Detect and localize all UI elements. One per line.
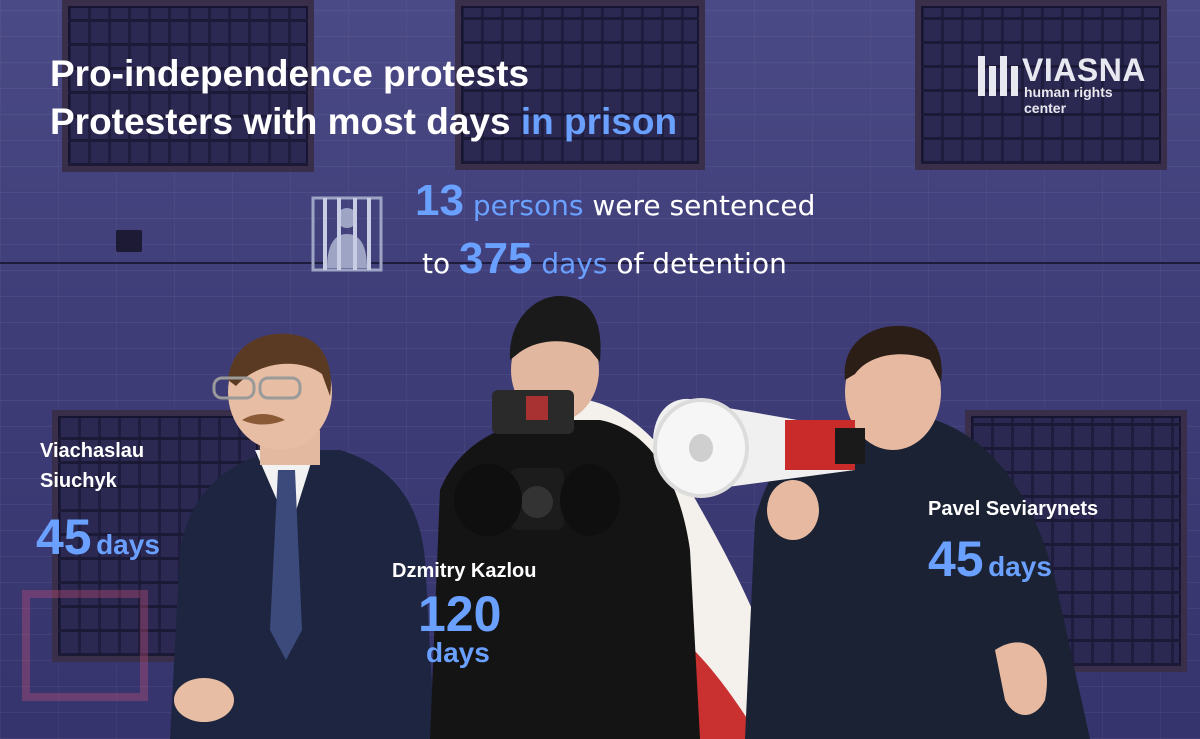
- stat-days-word: days: [541, 247, 608, 280]
- person-days-seviarynets-count: 45: [928, 531, 984, 587]
- logo-subtitle: human rights center: [1024, 84, 1113, 116]
- prison-window: [455, 0, 705, 170]
- person-photo-seviarynets: [652, 325, 1090, 739]
- headline-line-2: Protesters with most days in prison: [50, 98, 677, 146]
- person-days-kazlou-count: 120: [418, 586, 502, 642]
- person-days-seviarynets: 45 days: [928, 530, 1052, 588]
- stat-days-text: of detention: [616, 247, 787, 280]
- headline-line-2-main: Protesters with most days: [50, 101, 511, 142]
- wall-lamp: [116, 230, 142, 252]
- stat-days: to 375 days of detention: [422, 234, 787, 284]
- headline-line-2-accent: in prison: [520, 101, 678, 142]
- person-name-siuchyk-line-2: Siuchyk: [40, 470, 117, 492]
- stat-persons-word: persons: [472, 189, 584, 222]
- person-days-kazlou-unit: days: [426, 637, 490, 668]
- viasna-logo-icon: [978, 56, 1018, 96]
- person-days-siuchyk-count: 45: [36, 509, 92, 565]
- stat-days-count: 375: [459, 234, 533, 283]
- stat-persons-count: 13: [415, 176, 464, 225]
- person-behind-bars-icon: [311, 196, 383, 272]
- person-days-siuchyk: 45 days: [36, 508, 160, 566]
- headline-line-1: Pro-independence protests: [50, 53, 530, 94]
- prison-window: [915, 0, 1167, 170]
- person-name-seviarynets: Pavel Seviarynets: [928, 498, 1099, 520]
- person-days-kazlou: 120 days: [418, 586, 502, 668]
- person-photo-siuchyk: [170, 333, 435, 739]
- wall-wire: [0, 262, 1200, 264]
- viasna-logo: VIASNA human rights center: [978, 52, 1158, 116]
- stat-to-word: to: [422, 247, 451, 280]
- person-name-siuchyk-line-1: Viachaslau: [40, 440, 145, 462]
- person-days-siuchyk-unit: days: [96, 529, 160, 560]
- stat-persons: 13 persons were sentenced: [415, 176, 815, 226]
- person-days-seviarynets-unit: days: [988, 551, 1052, 582]
- stat-persons-text: were sentenced: [592, 189, 816, 222]
- person-name-kazlou: Dzmitry Kazlou: [392, 560, 537, 582]
- person-photo-kazlou: [430, 295, 790, 739]
- headline: Pro-independence protests Protesters wit…: [50, 50, 677, 146]
- prison-window: [62, 0, 314, 172]
- person-name-siuchyk: Viachaslau Siuchyk: [40, 436, 144, 496]
- wall-graffiti: [22, 590, 148, 701]
- logo-name: VIASNA: [1022, 52, 1146, 88]
